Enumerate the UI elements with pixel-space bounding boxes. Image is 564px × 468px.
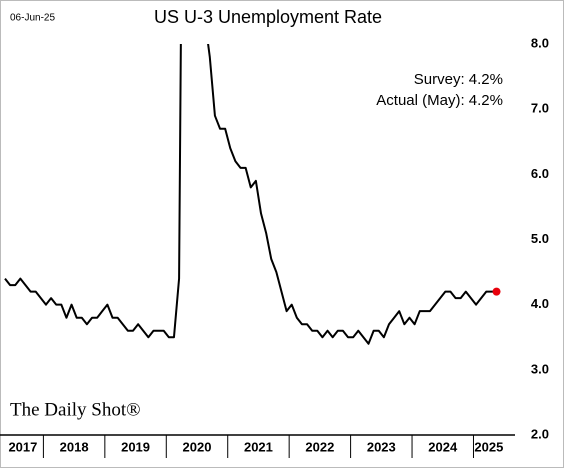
last-point bbox=[492, 287, 501, 296]
source-logo: The Daily Shot® bbox=[10, 399, 141, 420]
line bbox=[4, 44, 497, 345]
y-tick-label: 7.0 bbox=[531, 101, 549, 116]
date: 06-Jun-25 bbox=[10, 13, 55, 24]
y-tick-label: 2.0 bbox=[531, 426, 549, 441]
y-tick-label: 3.0 bbox=[531, 361, 549, 376]
annotation: Survey: 4.2% bbox=[414, 71, 503, 88]
x-tick-label: 2021 bbox=[244, 439, 273, 454]
x-tick-label: 2025 bbox=[474, 439, 503, 454]
x-tick-label: 2018 bbox=[60, 439, 89, 454]
y-tick-label: 4.0 bbox=[531, 296, 549, 311]
x-tick-label: 2022 bbox=[305, 439, 334, 454]
x-tick-label: 2024 bbox=[428, 439, 458, 454]
y-tick-label: 8.0 bbox=[531, 35, 549, 50]
x-tick-label: 2020 bbox=[183, 439, 212, 454]
x-tick-label: 2023 bbox=[367, 439, 396, 454]
chart-title: US U-3 Unemployment Rate bbox=[154, 7, 382, 27]
x-tick-label: 2017 bbox=[8, 439, 37, 454]
y-tick-label: 6.0 bbox=[531, 166, 549, 181]
annotation: Actual (May): 4.2% bbox=[376, 92, 503, 109]
y-tick-label: 5.0 bbox=[531, 231, 549, 246]
x-tick-label: 2019 bbox=[121, 439, 150, 454]
